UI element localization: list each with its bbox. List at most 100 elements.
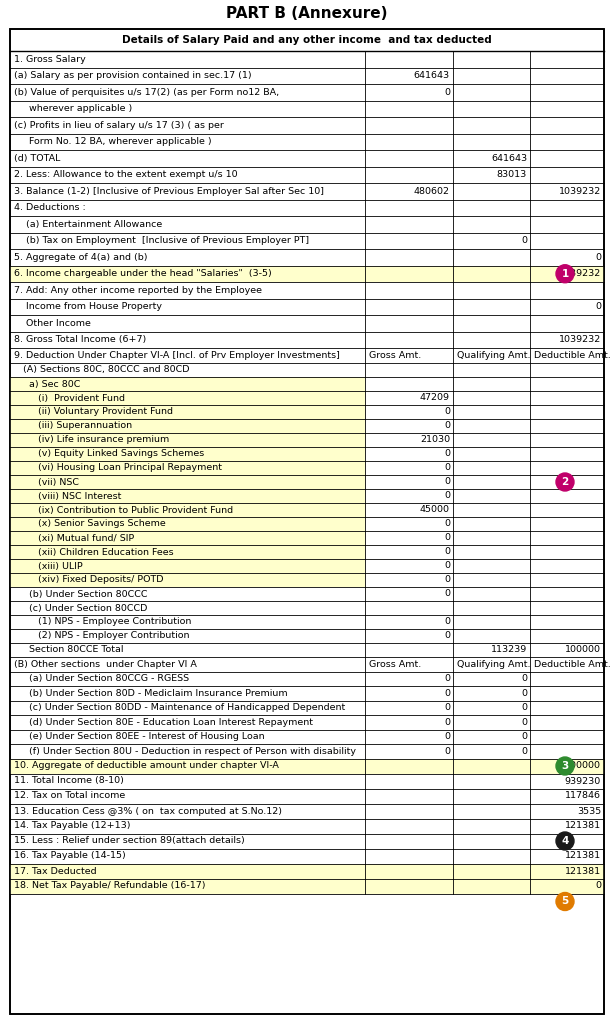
Text: 5. Aggregate of 4(a) and (b): 5. Aggregate of 4(a) and (b) xyxy=(14,253,147,262)
Text: 1: 1 xyxy=(561,268,569,279)
Text: 2. Less: Allowance to the extent exempt u/s 10: 2. Less: Allowance to the extent exempt … xyxy=(14,170,238,179)
Text: Form No. 12 BA, wherever applicable ): Form No. 12 BA, wherever applicable ) xyxy=(14,137,212,146)
Circle shape xyxy=(556,831,574,850)
Bar xyxy=(10,475,365,489)
Text: 113239: 113239 xyxy=(491,645,527,654)
Text: (vii) NSC: (vii) NSC xyxy=(14,477,79,486)
Text: (ii) Voluntary Provident Fund: (ii) Voluntary Provident Fund xyxy=(14,408,173,417)
Text: 0: 0 xyxy=(444,617,450,627)
Bar xyxy=(10,265,604,282)
Text: 21030: 21030 xyxy=(420,435,450,444)
Text: 0: 0 xyxy=(444,732,450,741)
Bar xyxy=(10,489,365,503)
Text: Qualifying Amt.: Qualifying Amt. xyxy=(457,351,530,359)
Text: (b) Under Section 80D - Mediclaim Insurance Premium: (b) Under Section 80D - Mediclaim Insura… xyxy=(14,689,287,697)
Text: (f) Under Section 80U - Deduction in respect of Person with disability: (f) Under Section 80U - Deduction in res… xyxy=(14,746,356,756)
Text: 0: 0 xyxy=(521,689,527,697)
Text: 45000: 45000 xyxy=(420,506,450,514)
Text: 0: 0 xyxy=(521,237,527,246)
Text: 0: 0 xyxy=(444,519,450,528)
Text: 480602: 480602 xyxy=(414,186,450,196)
Circle shape xyxy=(556,893,574,910)
Text: (b) Under Section 80CCC: (b) Under Section 80CCC xyxy=(14,590,147,598)
Text: 16. Tax Payable (14-15): 16. Tax Payable (14-15) xyxy=(14,852,126,860)
Text: (xiii) ULIP: (xiii) ULIP xyxy=(14,561,83,570)
Text: 0: 0 xyxy=(444,464,450,472)
Bar xyxy=(10,759,604,773)
Text: (vi) Housing Loan Principal Repayment: (vi) Housing Loan Principal Repayment xyxy=(14,464,222,472)
Text: 100000: 100000 xyxy=(565,645,601,654)
Bar xyxy=(10,573,365,587)
Text: 3535: 3535 xyxy=(577,807,601,815)
Circle shape xyxy=(556,473,574,490)
Text: 4. Deductions :: 4. Deductions : xyxy=(14,203,86,212)
Text: 83013: 83013 xyxy=(497,170,527,179)
Text: 1039232: 1039232 xyxy=(559,269,601,279)
Text: (2) NPS - Employer Contribution: (2) NPS - Employer Contribution xyxy=(14,632,190,640)
Text: 0: 0 xyxy=(521,746,527,756)
Text: 10. Aggregate of deductible amount under chapter VI-A: 10. Aggregate of deductible amount under… xyxy=(14,762,279,770)
Text: (xii) Children Education Fees: (xii) Children Education Fees xyxy=(14,548,174,556)
Text: 3. Balance (1-2) [Inclusive of Previous Employer Sal after Sec 10]: 3. Balance (1-2) [Inclusive of Previous … xyxy=(14,186,324,196)
Text: a) Sec 80C: a) Sec 80C xyxy=(14,380,80,388)
Text: (d) TOTAL: (d) TOTAL xyxy=(14,154,60,163)
Text: 3: 3 xyxy=(561,761,569,771)
Text: 13. Education Cess @3% ( on  tax computed at S.No.12): 13. Education Cess @3% ( on tax computed… xyxy=(14,807,282,815)
Text: Deductible Amt.: Deductible Amt. xyxy=(534,659,611,669)
Text: 0: 0 xyxy=(521,703,527,713)
Text: 0: 0 xyxy=(444,88,450,96)
Text: 11. Total Income (8-10): 11. Total Income (8-10) xyxy=(14,776,124,785)
Bar xyxy=(10,559,365,573)
Text: 641643: 641643 xyxy=(491,154,527,163)
Text: 0: 0 xyxy=(444,575,450,585)
Text: 1. Gross Salary: 1. Gross Salary xyxy=(14,54,86,63)
Bar xyxy=(10,863,604,879)
Text: 0: 0 xyxy=(595,302,601,311)
Text: 2: 2 xyxy=(561,477,569,487)
Bar xyxy=(10,461,365,475)
Text: 939230: 939230 xyxy=(565,776,601,785)
Text: 0: 0 xyxy=(444,632,450,640)
Text: (i)  Provident Fund: (i) Provident Fund xyxy=(14,393,125,402)
Text: wherever applicable ): wherever applicable ) xyxy=(14,104,132,114)
Text: 0: 0 xyxy=(521,718,527,727)
Bar xyxy=(10,447,365,461)
Text: 0: 0 xyxy=(444,746,450,756)
Text: 8. Gross Total Income (6+7): 8. Gross Total Income (6+7) xyxy=(14,335,146,344)
Text: 121381: 121381 xyxy=(565,821,601,830)
Text: Gross Amt.: Gross Amt. xyxy=(369,659,421,669)
Text: (1) NPS - Employee Contribution: (1) NPS - Employee Contribution xyxy=(14,617,192,627)
Bar xyxy=(10,391,365,406)
Bar xyxy=(10,419,365,433)
Text: Deductible Amt.: Deductible Amt. xyxy=(534,351,611,359)
Text: 1039232: 1039232 xyxy=(559,186,601,196)
Text: 0: 0 xyxy=(444,548,450,556)
Text: Details of Salary Paid and any other income  and tax deducted: Details of Salary Paid and any other inc… xyxy=(122,35,492,45)
Text: (d) Under Section 80E - Education Loan Interest Repayment: (d) Under Section 80E - Education Loan I… xyxy=(14,718,313,727)
Text: 9. Deduction Under Chapter VI-A [Incl. of Prv Employer Investments]: 9. Deduction Under Chapter VI-A [Incl. o… xyxy=(14,351,340,359)
Text: (c) Under Section 80DD - Maintenance of Handicapped Dependent: (c) Under Section 80DD - Maintenance of … xyxy=(14,703,345,713)
Bar xyxy=(10,531,365,545)
Text: 1039232: 1039232 xyxy=(559,335,601,344)
Text: 47209: 47209 xyxy=(420,393,450,402)
Text: 0: 0 xyxy=(444,422,450,430)
Text: 0: 0 xyxy=(444,590,450,598)
Text: 12. Tax on Total income: 12. Tax on Total income xyxy=(14,792,125,801)
Text: 0: 0 xyxy=(595,253,601,262)
Text: 0: 0 xyxy=(444,408,450,417)
Text: 0: 0 xyxy=(444,689,450,697)
Text: (a) Under Section 80CCG - RGESS: (a) Under Section 80CCG - RGESS xyxy=(14,674,189,683)
Text: (iii) Superannuation: (iii) Superannuation xyxy=(14,422,132,430)
Text: (b) Tax on Employment  [Inclusive of Previous Employer PT]: (b) Tax on Employment [Inclusive of Prev… xyxy=(14,237,309,246)
Text: 7. Add: Any other income reported by the Employee: 7. Add: Any other income reported by the… xyxy=(14,286,262,295)
Text: 0: 0 xyxy=(444,477,450,486)
Bar xyxy=(10,377,365,391)
Text: 0: 0 xyxy=(444,492,450,501)
Text: (c) Under Section 80CCD: (c) Under Section 80CCD xyxy=(14,603,147,612)
Bar xyxy=(10,406,365,419)
Text: 14. Tax Payable (12+13): 14. Tax Payable (12+13) xyxy=(14,821,131,830)
Text: (e) Under Section 80EE - Interest of Housing Loan: (e) Under Section 80EE - Interest of Hou… xyxy=(14,732,265,741)
Text: 100000: 100000 xyxy=(565,762,601,770)
Text: (v) Equity Linked Savings Schemes: (v) Equity Linked Savings Schemes xyxy=(14,450,204,459)
Text: 117846: 117846 xyxy=(565,792,601,801)
